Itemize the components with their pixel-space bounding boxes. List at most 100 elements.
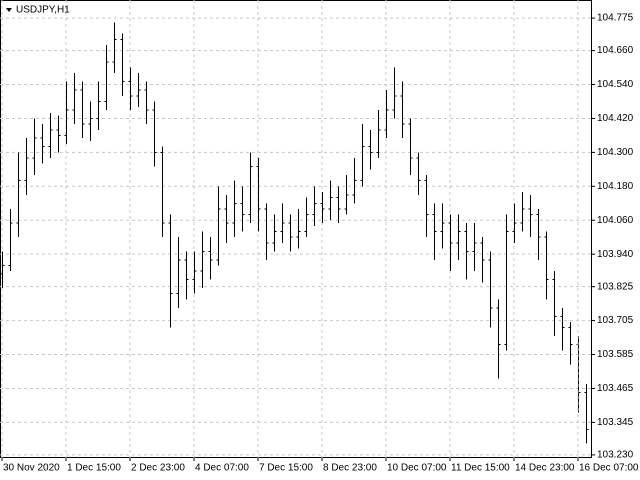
ohlc-bar xyxy=(192,251,197,294)
ohlc-bar xyxy=(568,322,573,365)
ohlc-bar xyxy=(104,44,109,110)
ohlc-bar xyxy=(472,223,477,272)
ohlc-bar xyxy=(312,186,317,226)
ohlc-bar xyxy=(336,186,341,224)
ohlc-bar xyxy=(80,81,85,139)
ohlc-bar xyxy=(240,186,245,232)
x-tick-label: 30 Nov 2020 xyxy=(3,463,60,474)
y-tick-label: 104.300 xyxy=(597,147,634,158)
ohlc-bar xyxy=(400,81,405,139)
ohlc-bar xyxy=(72,73,77,125)
ohlc-bar xyxy=(264,203,269,260)
ohlc-bar xyxy=(344,175,349,215)
ohlc-bar xyxy=(272,214,277,252)
ohlc-bar xyxy=(328,180,333,221)
ohlc-bar xyxy=(184,251,189,300)
ohlc-bar xyxy=(376,109,381,159)
ohlc-bar xyxy=(448,214,453,272)
y-tick-label: 103.465 xyxy=(597,383,634,394)
ohlc-bar xyxy=(152,101,157,167)
ohlc-bar xyxy=(488,251,493,328)
ohlc-bar xyxy=(320,191,325,224)
ohlc-bar xyxy=(304,197,309,238)
ohlc-bar xyxy=(200,231,205,289)
ohlc-bar xyxy=(352,158,357,204)
plot-frame xyxy=(0,0,592,458)
y-tick-label: 104.540 xyxy=(597,79,634,90)
ohlc-bar xyxy=(168,214,173,328)
x-tick-label: 1 Dec 15:00 xyxy=(67,463,121,474)
x-tick-label: 7 Dec 15:00 xyxy=(259,463,313,474)
ohlc-bar xyxy=(432,203,437,260)
x-tick-label: 16 Dec 07:00 xyxy=(579,463,639,474)
y-tick-label: 103.585 xyxy=(597,349,634,360)
ohlc-bar xyxy=(24,138,29,195)
menu-arrow[interactable] xyxy=(6,8,12,12)
ohlc-bar xyxy=(560,307,565,351)
ohlc-bar xyxy=(392,67,397,119)
ohlc-bar xyxy=(0,251,5,289)
ohlc-bar xyxy=(128,67,133,110)
ohlc-bar xyxy=(584,384,589,444)
ohlc-bar xyxy=(496,299,501,379)
ohlc-bar xyxy=(464,223,469,280)
ohlc-bar xyxy=(416,152,421,195)
ohlc-bar xyxy=(424,175,429,238)
ohlc-bar xyxy=(136,73,141,108)
y-tick-label: 104.420 xyxy=(597,113,634,124)
ohlc-bar xyxy=(552,271,557,337)
y-tick-label: 103.825 xyxy=(597,281,634,292)
chart-title: USDJPY,H1 xyxy=(16,5,70,16)
ohlc-bar xyxy=(96,81,101,130)
y-tick-label: 103.940 xyxy=(597,249,634,260)
ohlc-bar xyxy=(280,203,285,243)
ohlc-bar xyxy=(112,22,117,74)
ohlc-bar xyxy=(256,158,261,232)
y-tick-label: 103.230 xyxy=(597,450,634,461)
ohlc-bar xyxy=(208,237,213,280)
ohlc-bar xyxy=(176,237,181,308)
x-tick-label: 14 Dec 23:00 xyxy=(515,463,575,474)
y-tick-label: 104.775 xyxy=(597,13,634,24)
ohlc-bar xyxy=(528,194,533,238)
ohlc-bar xyxy=(360,124,365,187)
ohlc-bar xyxy=(544,231,549,300)
ohlc-bar xyxy=(64,81,69,144)
ohlc-bar xyxy=(160,146,165,238)
y-tick-label: 104.180 xyxy=(597,181,634,192)
ohlc-bar xyxy=(56,115,61,153)
x-tick-label: 8 Dec 23:00 xyxy=(323,463,377,474)
x-tick-label: 4 Dec 07:00 xyxy=(195,463,249,474)
ohlc-bar xyxy=(232,180,237,238)
ohlc-bar xyxy=(216,186,221,266)
ohlc-bar xyxy=(456,214,461,260)
ohlc-bar xyxy=(248,152,253,224)
ohlc-bar xyxy=(520,191,525,232)
ohlc-bar xyxy=(16,152,21,238)
ohlc-bar xyxy=(504,214,509,351)
ohlc-bar xyxy=(384,90,389,139)
ohlc-bar xyxy=(32,118,37,176)
ohlc-bar xyxy=(288,214,293,252)
y-tick-label: 104.060 xyxy=(597,215,634,226)
ohlc-bar xyxy=(144,81,149,125)
y-tick-label: 103.345 xyxy=(597,417,634,428)
ohlc-bar xyxy=(48,112,53,159)
x-tick-label: 10 Dec 07:00 xyxy=(387,463,447,474)
ohlc-bar xyxy=(224,194,229,243)
ohlc-bar xyxy=(440,203,445,249)
ohlc-bar xyxy=(408,118,413,176)
x-tick-label: 2 Dec 23:00 xyxy=(131,463,185,474)
ohlc-bar xyxy=(368,129,373,170)
ohlc-bar xyxy=(480,237,485,283)
ohlc-bar xyxy=(40,124,45,164)
ohlc-bar xyxy=(296,208,301,249)
ohlc-bar xyxy=(512,203,517,243)
ohlc-bar xyxy=(120,33,125,96)
x-tick-label: 11 Dec 15:00 xyxy=(451,463,510,474)
y-tick-label: 104.660 xyxy=(597,45,634,56)
ohlc-bar xyxy=(536,208,541,260)
ohlc-bar xyxy=(88,101,93,142)
